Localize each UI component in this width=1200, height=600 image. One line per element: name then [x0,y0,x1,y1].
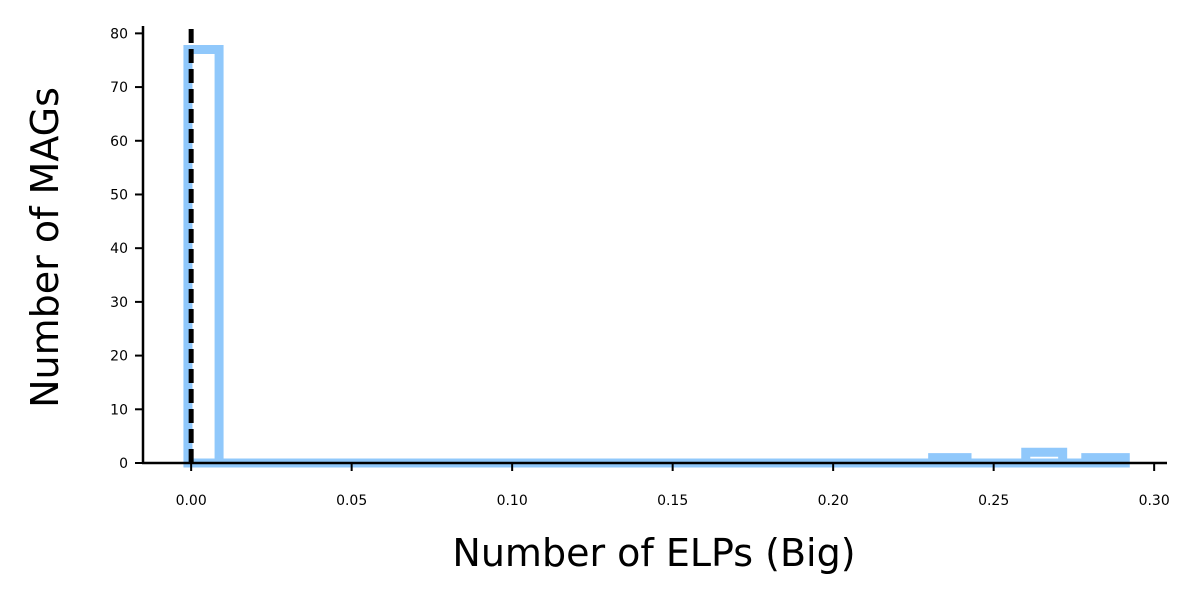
x-tick-label: 0.00 [176,493,207,509]
y-tick-label: 60 [110,134,128,150]
x-axis-label: Number of ELPs (Big) [452,531,855,575]
y-tick-label: 10 [110,402,128,418]
plot-area [183,23,1130,468]
x-tick-label: 0.15 [657,493,688,509]
x-axis-ticks: 0.00 0.05 0.10 0.15 0.20 0.25 0.30 [176,463,1170,509]
y-tick-label: 40 [110,241,128,257]
y-tick-label: 80 [110,26,128,42]
y-tick-label: 50 [110,187,128,203]
x-tick-label: 0.20 [818,493,849,509]
y-tick-label: 70 [110,80,128,96]
y-tick-label: 0 [119,456,128,472]
histogram-step-outline [183,44,1130,468]
y-tick-label: 20 [110,349,128,365]
x-tick-label: 0.25 [978,493,1009,509]
x-tick-label: 0.10 [497,493,528,509]
y-axis-ticks: 0 10 20 30 40 50 60 70 80 [110,26,143,472]
y-tick-label: 30 [110,295,128,311]
y-axis-label: Number of MAGs [23,87,67,408]
x-tick-label: 0.30 [1139,493,1170,509]
x-tick-label: 0.05 [336,493,367,509]
